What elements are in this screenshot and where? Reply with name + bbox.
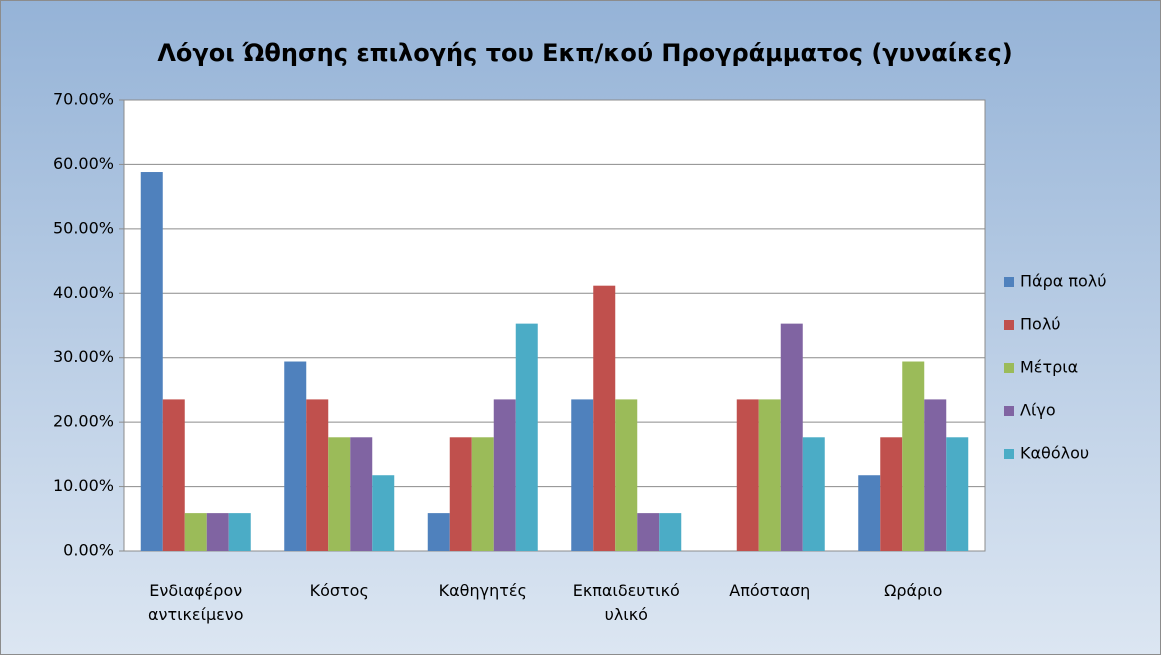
legend-swatch [1004, 277, 1014, 287]
bar [471, 437, 494, 551]
bar [593, 285, 616, 551]
bar [758, 399, 781, 551]
bar [372, 475, 395, 551]
bar [637, 513, 660, 551]
bar [571, 399, 594, 551]
bar [140, 172, 163, 552]
bar [350, 437, 373, 551]
y-tick-label: 20.00% [53, 412, 114, 431]
bar [284, 361, 307, 551]
chart-title: Λόγοι Ώθησης επιλογής του Εκπ/κού Προγρά… [157, 39, 1012, 67]
legend-swatch [1004, 320, 1014, 330]
bar [858, 475, 881, 551]
x-tick-label: Ενδιαφέρον αντικείμενο [147, 581, 244, 624]
legend-swatch [1004, 363, 1014, 373]
x-tick-label: Κόστος [309, 581, 369, 600]
bar [802, 437, 825, 551]
y-tick-label: 50.00% [53, 218, 114, 237]
legend-swatch [1004, 406, 1014, 416]
x-tick-label: Καθηγητές [438, 581, 527, 600]
legend-label: Καθόλου [1020, 444, 1089, 463]
bar [780, 323, 803, 551]
bar [449, 437, 472, 551]
bar [902, 361, 925, 551]
y-tick-label: 10.00% [53, 476, 114, 495]
y-tick-label: 30.00% [53, 347, 114, 366]
legend-label: Πολύ [1020, 315, 1061, 334]
bar [493, 399, 516, 551]
x-tick-label: Εκπαιδευτικό υλικό [572, 581, 680, 624]
legend-label: Μέτρια [1020, 358, 1078, 377]
bar [328, 437, 351, 551]
bar [515, 323, 538, 551]
y-tick-label: 40.00% [53, 283, 114, 302]
x-tick-label: Ωράριο [884, 581, 943, 600]
bar [427, 513, 450, 551]
bar [615, 399, 638, 551]
x-tick-label: Απόσταση [729, 581, 811, 600]
bar [924, 399, 947, 551]
bar [206, 513, 229, 551]
bar [306, 399, 329, 551]
legend-swatch [1004, 449, 1014, 459]
y-tick-label: 70.00% [53, 90, 114, 109]
bar [659, 513, 682, 551]
legend-label: Πάρα πολύ [1020, 272, 1107, 291]
bar [162, 399, 185, 551]
y-tick-label: 60.00% [53, 154, 114, 173]
y-tick-label: 0.00% [63, 541, 114, 560]
bar [880, 437, 903, 551]
bar [946, 437, 969, 551]
bar [228, 513, 251, 551]
legend-label: Λίγο [1020, 401, 1056, 420]
bar [736, 399, 759, 551]
plot-area [123, 99, 986, 552]
bar [184, 513, 207, 551]
